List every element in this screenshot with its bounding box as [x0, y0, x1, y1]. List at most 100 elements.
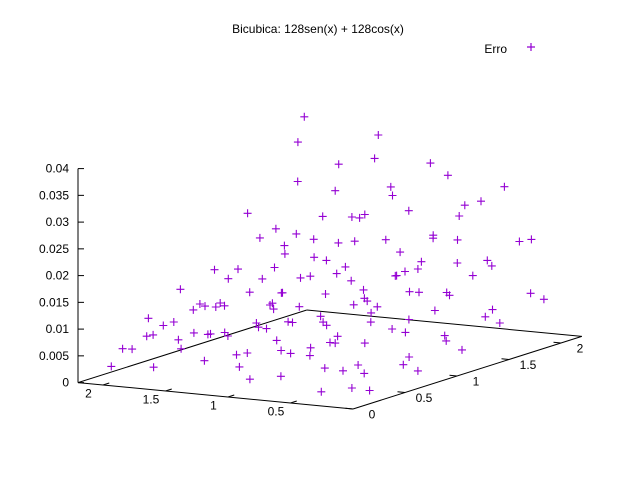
data-point	[430, 306, 439, 315]
data-point	[455, 212, 464, 220]
data-point	[309, 235, 318, 244]
data-point	[381, 235, 390, 244]
data-point	[401, 328, 410, 337]
data-point	[386, 182, 395, 191]
axes	[77, 168, 582, 410]
data-point	[334, 160, 343, 169]
data-point	[355, 213, 364, 222]
data-point	[373, 302, 382, 311]
data-point	[276, 372, 285, 381]
data-point	[442, 336, 451, 345]
legend-marker-plus	[527, 43, 535, 51]
data-point	[333, 332, 342, 341]
data-point	[350, 237, 359, 246]
data-point	[142, 332, 151, 341]
data-point	[332, 269, 341, 278]
data-point	[293, 177, 302, 186]
data-point	[334, 238, 343, 247]
data-point	[210, 265, 219, 274]
data-point	[415, 288, 423, 297]
data-point	[321, 290, 330, 298]
data-point	[404, 206, 413, 215]
data-point	[268, 299, 277, 308]
tick-labels: 0 0.005 0.01 0.015 0.02 0.025 0.03 0.035 0.04 0.5…	[39, 162, 584, 422]
data-point	[405, 287, 414, 296]
base-edge-x-back	[306, 309, 582, 337]
data-point	[174, 335, 183, 344]
data-point	[232, 350, 241, 359]
base-edge-y-back	[77, 309, 307, 384]
z-tick-label: 0.03	[46, 215, 70, 229]
data-point	[443, 171, 452, 180]
y-tick-mark	[501, 358, 510, 360]
data-point	[413, 265, 422, 273]
data-point	[401, 267, 409, 276]
data-point	[245, 375, 254, 384]
data-point	[234, 265, 242, 274]
data-point	[235, 362, 244, 371]
y-tick-label: 1.5	[520, 358, 537, 372]
data-point	[341, 262, 350, 271]
data-point	[500, 182, 509, 191]
data-point	[483, 256, 492, 265]
y-tick-label: 0.5	[416, 391, 433, 405]
y-tick-mark	[345, 407, 354, 410]
data-point	[286, 349, 295, 358]
data-point	[317, 387, 326, 396]
data-point	[322, 256, 331, 265]
chart-title: Bicubica: 128sen(x) + 128cos(x)	[232, 22, 404, 36]
data-point	[306, 272, 315, 281]
data-point	[440, 331, 449, 340]
data-point	[366, 318, 375, 327]
data-point	[367, 308, 376, 317]
data-point	[347, 384, 356, 392]
data-point	[388, 191, 397, 200]
data-point	[144, 314, 153, 323]
data-point	[295, 302, 304, 311]
data-point	[254, 323, 263, 332]
x-tick-label: 1	[210, 399, 217, 413]
legend-label-erro: Erro	[484, 42, 507, 56]
data-point	[360, 369, 369, 378]
y-tick-label: 2	[577, 341, 584, 355]
data-point	[107, 362, 116, 371]
data-point	[322, 321, 331, 330]
data-point	[374, 131, 383, 139]
data-point	[405, 353, 414, 361]
data-point	[453, 235, 462, 244]
data-point	[262, 324, 271, 333]
data-point	[442, 288, 451, 297]
z-tick-label: 0.025	[39, 242, 69, 256]
data-point	[245, 288, 254, 297]
data-point	[169, 318, 178, 326]
data-point	[318, 212, 327, 221]
data-point	[460, 201, 469, 210]
data-point	[252, 319, 261, 327]
data-point	[149, 330, 158, 339]
data-point	[515, 237, 524, 246]
data-point	[243, 349, 252, 357]
data-point	[292, 229, 301, 238]
x-tick-mark	[102, 382, 110, 386]
data-point	[453, 259, 462, 267]
data-point	[360, 339, 369, 348]
data-point	[118, 344, 127, 353]
z-tick-label: 0.035	[39, 188, 69, 202]
legend: Erro	[484, 42, 535, 56]
data-point	[177, 344, 186, 353]
data-point	[255, 233, 264, 242]
data-point	[258, 274, 267, 283]
y-tick-mark	[449, 374, 458, 377]
data-point	[189, 328, 198, 337]
data-point	[271, 224, 280, 233]
data-point	[216, 299, 225, 307]
data-point	[468, 271, 477, 280]
x-tick-mark	[165, 388, 172, 392]
data-point	[354, 361, 363, 369]
data-point	[539, 295, 548, 304]
data-point	[149, 363, 158, 372]
data-point	[176, 285, 185, 294]
data-point	[426, 159, 435, 168]
data-point	[360, 294, 369, 303]
